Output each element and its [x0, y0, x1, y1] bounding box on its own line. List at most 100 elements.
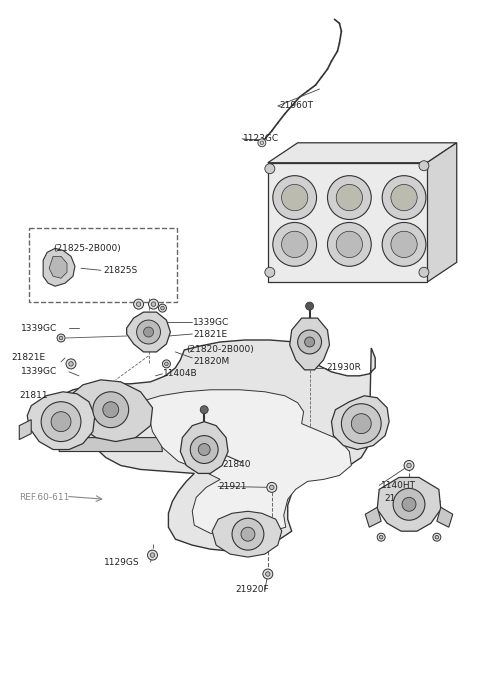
Circle shape	[151, 302, 156, 307]
Text: 21840: 21840	[222, 460, 251, 469]
Circle shape	[377, 533, 385, 541]
Circle shape	[133, 299, 144, 309]
Text: 1129GS: 1129GS	[104, 557, 139, 567]
Text: 11404B: 11404B	[164, 369, 198, 378]
Circle shape	[305, 337, 314, 347]
FancyBboxPatch shape	[29, 228, 178, 302]
Circle shape	[158, 304, 167, 312]
Text: (21825-2B000): (21825-2B000)	[53, 244, 121, 253]
Circle shape	[136, 302, 141, 307]
Text: 1140HT: 1140HT	[381, 481, 416, 490]
Circle shape	[265, 268, 275, 277]
Text: 21821E: 21821E	[193, 330, 228, 338]
Circle shape	[103, 402, 119, 418]
Circle shape	[419, 160, 429, 171]
Circle shape	[263, 569, 273, 579]
Polygon shape	[268, 162, 427, 282]
Circle shape	[391, 185, 417, 211]
Text: 1339GC: 1339GC	[21, 367, 58, 376]
Circle shape	[336, 231, 362, 257]
Circle shape	[327, 222, 371, 266]
Circle shape	[382, 222, 426, 266]
Circle shape	[435, 535, 439, 539]
Circle shape	[382, 176, 426, 220]
Polygon shape	[69, 380, 153, 441]
Text: 21811: 21811	[19, 391, 48, 400]
Polygon shape	[427, 143, 457, 282]
Text: 21960T: 21960T	[280, 102, 314, 111]
Circle shape	[298, 330, 322, 354]
Circle shape	[341, 404, 381, 443]
Circle shape	[161, 306, 164, 310]
Polygon shape	[49, 256, 67, 278]
Circle shape	[306, 302, 313, 310]
Text: REF.60-611: REF.60-611	[19, 493, 70, 502]
Circle shape	[433, 533, 441, 541]
Polygon shape	[290, 318, 329, 370]
Circle shape	[165, 362, 168, 366]
Polygon shape	[377, 477, 441, 531]
Circle shape	[351, 414, 371, 433]
Polygon shape	[141, 390, 351, 537]
Circle shape	[379, 535, 383, 539]
Polygon shape	[332, 396, 389, 450]
Circle shape	[200, 406, 208, 414]
Circle shape	[336, 185, 362, 211]
Circle shape	[190, 435, 218, 464]
Text: 21825S: 21825S	[104, 266, 138, 275]
Circle shape	[402, 497, 416, 512]
Circle shape	[59, 336, 63, 340]
Circle shape	[393, 489, 425, 520]
Circle shape	[198, 443, 210, 456]
Circle shape	[232, 518, 264, 550]
Circle shape	[66, 359, 76, 369]
Text: 21830: 21830	[384, 494, 413, 503]
Circle shape	[260, 141, 264, 145]
Circle shape	[148, 299, 158, 309]
Polygon shape	[212, 512, 282, 557]
Circle shape	[404, 460, 414, 470]
Circle shape	[144, 327, 154, 337]
Text: 21921: 21921	[218, 482, 247, 491]
Circle shape	[150, 553, 155, 557]
Text: 21821E: 21821E	[12, 353, 46, 363]
Circle shape	[391, 231, 417, 257]
Circle shape	[41, 402, 81, 441]
Polygon shape	[43, 248, 75, 286]
Polygon shape	[127, 312, 170, 352]
Circle shape	[241, 527, 255, 541]
Circle shape	[51, 412, 71, 431]
Circle shape	[267, 483, 277, 493]
Circle shape	[273, 222, 316, 266]
Circle shape	[273, 176, 316, 220]
Circle shape	[407, 463, 411, 468]
Text: (21820-2B000): (21820-2B000)	[186, 346, 254, 355]
Circle shape	[57, 334, 65, 342]
Circle shape	[69, 362, 73, 366]
Circle shape	[265, 164, 275, 174]
Circle shape	[93, 392, 129, 427]
Text: 21920F: 21920F	[235, 586, 269, 594]
Circle shape	[162, 360, 170, 368]
Text: 21930R: 21930R	[326, 363, 361, 372]
Circle shape	[270, 485, 274, 489]
Text: 21820M: 21820M	[193, 357, 229, 367]
Polygon shape	[268, 143, 457, 162]
Polygon shape	[19, 420, 31, 439]
Circle shape	[258, 139, 266, 147]
Circle shape	[265, 572, 270, 576]
Text: 1339GC: 1339GC	[21, 324, 58, 332]
Circle shape	[147, 550, 157, 560]
Text: 1123GC: 1123GC	[243, 134, 279, 144]
Polygon shape	[437, 508, 453, 527]
Polygon shape	[27, 392, 95, 450]
Circle shape	[282, 185, 308, 211]
Polygon shape	[56, 340, 375, 551]
Text: 1339GC: 1339GC	[193, 317, 229, 327]
Circle shape	[419, 268, 429, 277]
Circle shape	[282, 231, 308, 257]
Polygon shape	[180, 422, 228, 473]
Circle shape	[327, 176, 371, 220]
Polygon shape	[365, 508, 381, 527]
Circle shape	[137, 320, 160, 344]
